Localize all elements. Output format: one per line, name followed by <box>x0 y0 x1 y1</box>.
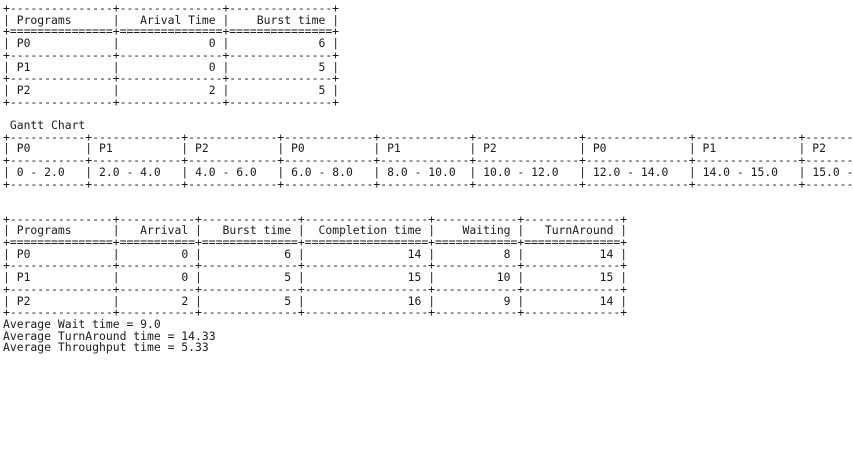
gantt-process: P2 <box>812 141 826 156</box>
gantt-interval: 15.0 - 16.0 <box>812 164 853 179</box>
gantt-process: P1 <box>99 141 113 156</box>
input-table: +---------------+---------------+-------… <box>3 1 340 109</box>
input-cell-program: P1 <box>16 59 31 74</box>
gantt-process: P0 <box>16 141 31 156</box>
gantt-process: P1 <box>702 141 717 156</box>
result-header-burst: Burst time <box>222 223 292 238</box>
console-output: +---------------+---------------+-------… <box>3 1 853 355</box>
result-cell-program: P2 <box>16 293 31 308</box>
input-cell-arrival: 0 <box>208 36 216 51</box>
input-cell-arrival: 0 <box>208 59 216 74</box>
result-cell-turnaround: 14 <box>599 293 614 308</box>
input-cell-burst: 5 <box>318 82 326 97</box>
input-cell-program: P0 <box>16 36 31 51</box>
result-cell-program: P0 <box>16 246 31 261</box>
result-header-turnaround: TurnAround <box>544 223 614 238</box>
gantt-process: P2 <box>195 141 209 156</box>
gantt-process: P2 <box>483 141 497 156</box>
result-header-waiting: Waiting <box>462 223 511 238</box>
result-cell-completion: 14 <box>407 246 422 261</box>
gantt-process: P0 <box>592 141 607 156</box>
gantt-process: P1 <box>387 141 401 156</box>
gantt-interval: 6.0 - 8.0 <box>291 164 353 179</box>
result-cell-burst: 5 <box>284 270 292 285</box>
result-cell-completion: 15 <box>407 270 422 285</box>
input-cell-arrival: 2 <box>208 82 216 97</box>
gantt-interval: 4.0 - 6.0 <box>195 164 257 179</box>
result-cell-completion: 16 <box>407 293 422 308</box>
result-header-programs: Programs <box>16 223 72 238</box>
result-cell-arrival: 2 <box>181 293 189 308</box>
input-cell-program: P2 <box>16 82 31 97</box>
gantt-interval: 2.0 - 4.0 <box>99 164 161 179</box>
gantt-interval: 0 - 2.0 <box>16 164 65 179</box>
result-cell-turnaround: 14 <box>599 246 614 261</box>
result-cell-waiting: 8 <box>503 246 511 261</box>
gantt-interval: 8.0 - 10.0 <box>387 164 456 179</box>
result-cell-burst: 6 <box>284 246 292 261</box>
gantt-interval: 10.0 - 12.0 <box>483 164 559 179</box>
input-cell-burst: 6 <box>318 36 326 51</box>
gantt-chart: +-----------+-------------+-------------… <box>3 130 853 191</box>
result-header-arrival: Arrival <box>140 223 189 238</box>
result-cell-arrival: 0 <box>181 246 189 261</box>
input-cell-burst: 5 <box>318 59 326 74</box>
result-cell-arrival: 0 <box>181 270 189 285</box>
result-cell-program: P1 <box>16 270 31 285</box>
gantt-title: Gantt Chart <box>9 118 86 133</box>
gantt-interval: 14.0 - 15.0 <box>702 164 779 179</box>
input-header-programs: Programs <box>16 12 72 27</box>
result-table: +---------------+-----------+-----------… <box>3 211 628 320</box>
gantt-process: P0 <box>291 141 305 156</box>
average-wait-line: Average Wait time = 9.0 <box>3 316 161 331</box>
average-throughput-line: Average Throughput time = 5.33 <box>3 340 209 355</box>
average-turnaround-line: Average TurnAround time = 14.33 <box>3 328 216 343</box>
input-header-arrival: Arival Time <box>140 12 216 27</box>
gantt-interval: 12.0 - 14.0 <box>592 164 669 179</box>
result-cell-waiting: 9 <box>503 293 511 308</box>
result-cell-burst: 5 <box>284 293 292 308</box>
result-cell-waiting: 10 <box>496 270 511 285</box>
result-cell-turnaround: 15 <box>599 270 614 285</box>
input-header-burst: Burst time <box>256 12 326 27</box>
result-header-completion: Completion time <box>318 223 422 238</box>
